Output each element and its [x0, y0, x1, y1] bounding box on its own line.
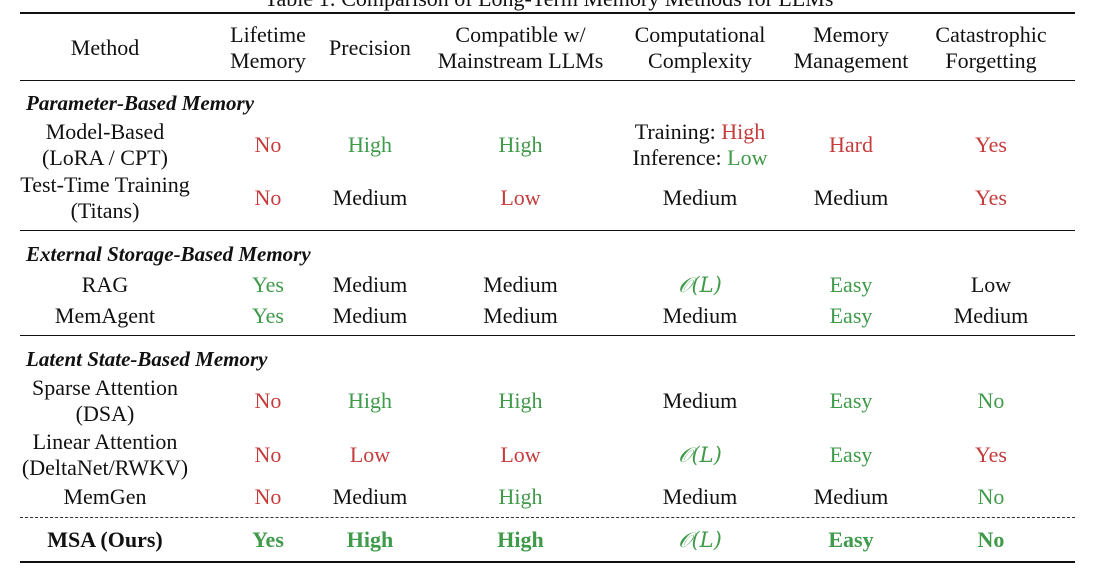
precision-cell: Medium — [332, 302, 408, 328]
complexity-cell: 𝒪(L) — [678, 442, 722, 467]
header-lifetime-memory: Lifetime Memory — [230, 22, 306, 73]
lifetime-cell: No — [254, 388, 282, 413]
dashed-separator — [20, 517, 1075, 518]
table-row: Linear Attention (DeltaNet/RWKV) No Low L… — [0, 428, 1098, 481]
complexity-cell: Medium — [662, 483, 738, 509]
header-method: Method — [70, 35, 140, 60]
header-catastrophic-forgetting: Catastrophic Forgetting — [935, 22, 1047, 73]
management-cell: Medium — [813, 185, 889, 210]
management-cell: Easy — [829, 441, 873, 467]
compatible-cell: Low — [500, 185, 541, 210]
management-cell: Easy — [829, 388, 873, 413]
complexity-cell: 𝒪(L) — [678, 527, 722, 552]
header-compatible: Compatible w/Mainstream LLMs — [437, 22, 604, 73]
section-title: Parameter-Based Memory — [26, 91, 255, 115]
lifetime-cell: Yes — [252, 526, 284, 552]
method-cell: Test-Time Training (Titans) — [20, 172, 190, 223]
forgetting-cell: Low — [970, 271, 1012, 297]
compatible-cell: High — [497, 526, 544, 552]
precision-cell: Medium — [332, 271, 408, 297]
lifetime-cell: Yes — [251, 302, 284, 328]
precision-cell: High — [348, 388, 392, 413]
section-title: Latent State-Based Memory — [26, 347, 268, 371]
precision-cell: High — [346, 526, 394, 552]
complexity-cell: Training: High Inference: Low — [632, 119, 768, 170]
precision-cell: High — [348, 132, 392, 157]
forgetting-cell: No — [977, 526, 1005, 552]
lifetime-cell: Yes — [251, 271, 284, 297]
table-row-ours: MSA (Ours) Yes High High 𝒪(L) Easy No — [0, 523, 1098, 556]
method-cell: MSA (Ours) — [47, 526, 163, 552]
table-row: Model-Based (LoRA / CPT) No High High Tra… — [0, 118, 1098, 172]
forgetting-cell: Yes — [974, 185, 1007, 210]
table-row: MemAgent Yes Medium Medium Medium Easy M… — [0, 300, 1098, 331]
lifetime-cell: No — [254, 185, 282, 210]
compatible-cell: High — [498, 132, 543, 157]
management-cell: Easy — [829, 271, 873, 297]
forgetting-cell: Yes — [974, 441, 1007, 467]
method-cell: Linear Attention (DeltaNet/RWKV) — [21, 428, 189, 480]
method-cell: MemAgent — [54, 302, 156, 328]
complexity-cell: 𝒪(L) — [678, 272, 722, 297]
table-caption: Table 1: Comparison of Long-Term Memory … — [0, 0, 1098, 11]
compatible-cell: Medium — [483, 302, 558, 328]
section-title: External Storage-Based Memory — [26, 242, 311, 266]
header-precision: Precision — [329, 35, 411, 60]
compatible-cell: Medium — [483, 271, 558, 297]
section-rule — [20, 335, 1075, 336]
method-cell: MemGen — [63, 483, 147, 509]
forgetting-cell: Yes — [974, 132, 1007, 157]
table-header: Method Lifetime Memory Precision Compatib… — [0, 18, 1098, 78]
bottom-rule — [20, 561, 1075, 563]
precision-cell: Low — [349, 441, 391, 467]
table-row: RAG Yes Medium Medium 𝒪(L) Easy Low — [0, 269, 1098, 300]
lifetime-cell: No — [254, 441, 282, 467]
table-row: Test-Time Training (Titans) No Medium Low… — [0, 172, 1098, 224]
lifetime-cell: No — [254, 132, 282, 157]
method-cell: Sparse Attention (DSA) — [31, 375, 179, 426]
management-cell: Medium — [813, 483, 889, 509]
section-rule — [20, 230, 1075, 231]
complexity-cell: Medium — [662, 388, 738, 413]
top-rule — [20, 12, 1075, 14]
management-cell: Easy — [829, 302, 873, 328]
method-cell: RAG — [81, 271, 129, 297]
complexity-cell: Medium — [662, 302, 738, 328]
precision-cell: Medium — [332, 185, 408, 210]
compatible-cell: High — [498, 483, 543, 509]
lifetime-cell: No — [254, 483, 282, 509]
method-cell: Model-Based (LoRA / CPT) — [42, 119, 168, 170]
management-cell: Hard — [829, 132, 873, 157]
compatible-cell: Low — [500, 441, 541, 467]
header-memory-management: Memory Management — [793, 22, 909, 73]
table-row: Sparse Attention (DSA) No High High Mediu… — [0, 374, 1098, 428]
header-complexity: Computational Complexity — [634, 22, 766, 73]
header-rule — [20, 80, 1075, 81]
table-row: MemGen No Medium High Medium Medium No — [0, 481, 1098, 512]
precision-cell: Medium — [332, 483, 408, 509]
complexity-cell: Medium — [662, 185, 738, 210]
compatible-cell: High — [498, 388, 543, 413]
forgetting-cell: No — [977, 483, 1005, 509]
management-cell: Easy — [828, 526, 874, 552]
forgetting-cell: Medium — [953, 302, 1029, 328]
forgetting-cell: No — [977, 388, 1005, 413]
